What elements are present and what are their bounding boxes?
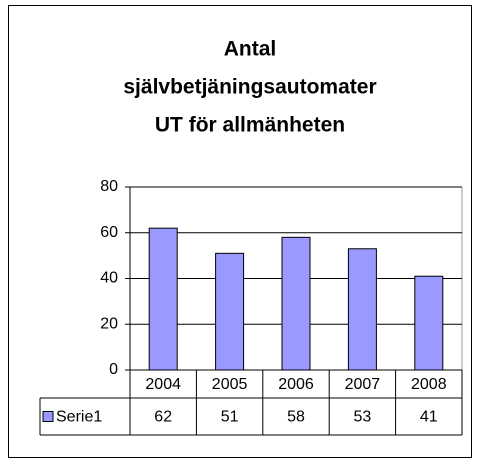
y-tick-label: 80 bbox=[100, 178, 118, 195]
x-tick-label: 2007 bbox=[345, 376, 381, 393]
bar bbox=[215, 252, 245, 371]
chart-border bbox=[8, 5, 472, 458]
y-tick-label: 0 bbox=[109, 361, 118, 378]
x-tick-label: 2004 bbox=[145, 376, 181, 393]
y-tick-label: 40 bbox=[100, 270, 118, 287]
bar bbox=[414, 275, 444, 371]
table-value: 53 bbox=[354, 409, 372, 426]
bar bbox=[347, 248, 377, 371]
y-tick-label: 60 bbox=[100, 224, 118, 241]
table-value: 41 bbox=[420, 409, 438, 426]
table-value: 58 bbox=[287, 409, 305, 426]
legend-label: Serie1 bbox=[56, 409, 102, 426]
x-tick-label: 2006 bbox=[278, 376, 314, 393]
y-tick-label: 20 bbox=[100, 315, 118, 332]
legend-swatch bbox=[42, 411, 54, 422]
bar bbox=[148, 227, 178, 371]
chart-title: Antal bbox=[224, 38, 277, 61]
chart-title: UT för allmänheten bbox=[155, 114, 345, 137]
table-value: 51 bbox=[221, 409, 239, 426]
bar bbox=[281, 236, 311, 371]
table-value: 62 bbox=[154, 409, 172, 426]
x-tick-label: 2008 bbox=[411, 376, 447, 393]
chart-title: självbetjäningsautomater bbox=[123, 76, 376, 99]
x-tick-label: 2005 bbox=[212, 376, 248, 393]
